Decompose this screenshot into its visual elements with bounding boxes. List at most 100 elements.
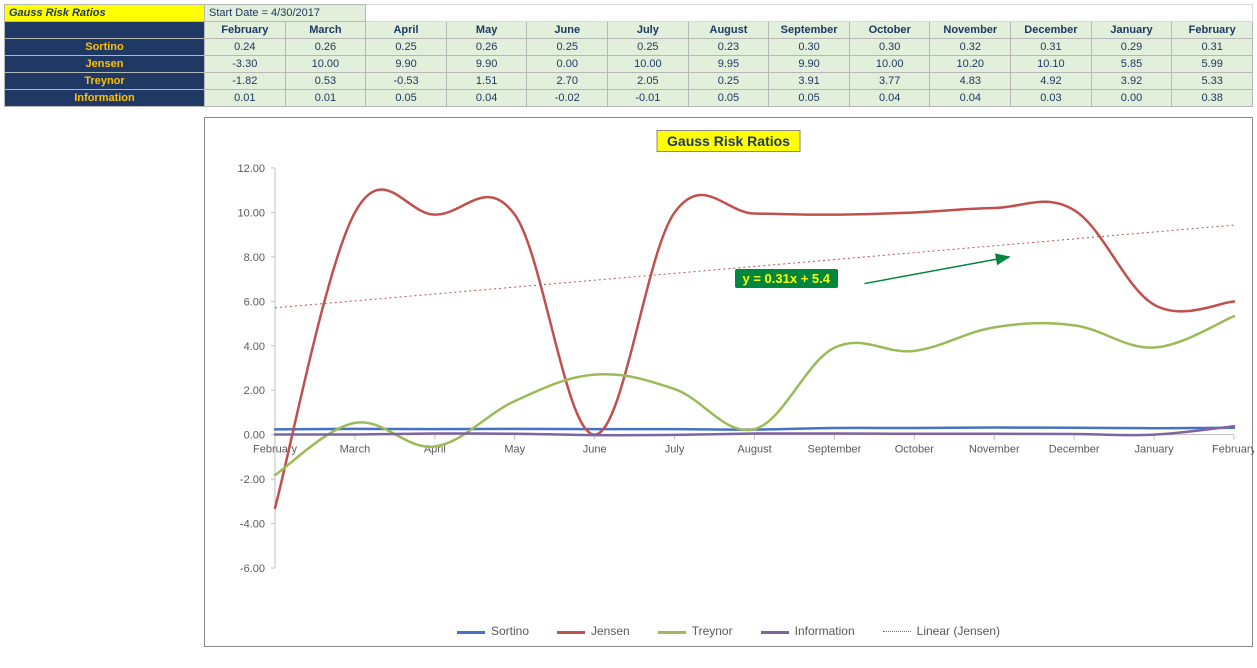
month-header: July xyxy=(608,22,689,39)
month-header: May xyxy=(446,22,527,39)
legend-label: Jensen xyxy=(591,624,630,638)
title-row: Gauss Risk Ratios Start Date = 4/30/2017 xyxy=(5,5,1253,22)
month-header: November xyxy=(930,22,1011,39)
svg-text:August: August xyxy=(737,444,771,456)
value-cell: 0.31 xyxy=(1011,39,1092,56)
svg-text:July: July xyxy=(665,444,685,456)
value-cell: 0.04 xyxy=(930,90,1011,107)
legend-item: Jensen xyxy=(557,624,630,638)
value-cell: 0.25 xyxy=(527,39,608,56)
blank-stub xyxy=(5,22,205,39)
svg-text:-2.00: -2.00 xyxy=(240,474,265,486)
value-cell: 5.33 xyxy=(1172,73,1253,90)
svg-text:8.00: 8.00 xyxy=(244,252,265,264)
svg-text:October: October xyxy=(895,444,934,456)
value-cell: 9.90 xyxy=(366,56,447,73)
value-cell: 0.26 xyxy=(446,39,527,56)
value-cell: 9.90 xyxy=(769,56,850,73)
value-cell: 10.00 xyxy=(849,56,930,73)
value-cell: -0.02 xyxy=(527,90,608,107)
data-row: Jensen-3.3010.009.909.900.0010.009.959.9… xyxy=(5,56,1253,73)
value-cell: 4.83 xyxy=(930,73,1011,90)
value-cell: -3.30 xyxy=(205,56,286,73)
svg-text:March: March xyxy=(340,444,371,456)
row-label: Treynor xyxy=(5,73,205,90)
value-cell: 0.04 xyxy=(849,90,930,107)
value-cell: 0.04 xyxy=(446,90,527,107)
chart-title: Gauss Risk Ratios xyxy=(656,130,801,152)
legend: Sortino Jensen Treynor Information Linear (J… xyxy=(205,624,1252,638)
value-cell: 0.00 xyxy=(1091,90,1172,107)
value-cell: 3.92 xyxy=(1091,73,1172,90)
value-cell: 2.05 xyxy=(608,73,689,90)
month-header-row: FebruaryMarchAprilMayJuneJulyAugustSepte… xyxy=(5,22,1253,39)
value-cell: 10.00 xyxy=(608,56,689,73)
month-header: April xyxy=(366,22,447,39)
value-cell: -1.82 xyxy=(205,73,286,90)
value-cell: 0.29 xyxy=(1091,39,1172,56)
trend-equation: y = 0.31x + 5.4 xyxy=(735,269,838,288)
legend-item: Linear (Jensen) xyxy=(883,624,1000,638)
svg-text:June: June xyxy=(583,444,607,456)
value-cell: 0.26 xyxy=(285,39,366,56)
legend-label: Information xyxy=(795,624,855,638)
value-cell: 0.25 xyxy=(366,39,447,56)
month-header: March xyxy=(285,22,366,39)
data-table: Gauss Risk Ratios Start Date = 4/30/2017… xyxy=(4,4,1253,107)
value-cell: 0.05 xyxy=(769,90,850,107)
month-header: January xyxy=(1091,22,1172,39)
row-label: Sortino xyxy=(5,39,205,56)
row-label: Jensen xyxy=(5,56,205,73)
value-cell: 3.77 xyxy=(849,73,930,90)
svg-text:May: May xyxy=(504,444,525,456)
month-header: December xyxy=(1011,22,1092,39)
value-cell: 0.23 xyxy=(688,39,769,56)
legend-item: Sortino xyxy=(457,624,529,638)
svg-text:2.00: 2.00 xyxy=(244,385,265,397)
value-cell: 9.90 xyxy=(446,56,527,73)
svg-text:-4.00: -4.00 xyxy=(240,519,265,531)
chart-svg: -6.00-4.00-2.000.002.004.006.008.0010.00… xyxy=(205,158,1254,618)
value-cell: 4.92 xyxy=(1011,73,1092,90)
value-cell: 0.24 xyxy=(205,39,286,56)
value-cell: 0.01 xyxy=(285,90,366,107)
value-cell: 0.30 xyxy=(769,39,850,56)
value-cell: 2.70 xyxy=(527,73,608,90)
month-header: August xyxy=(688,22,769,39)
value-cell: -0.53 xyxy=(366,73,447,90)
value-cell: 0.05 xyxy=(688,90,769,107)
value-cell: 10.00 xyxy=(285,56,366,73)
legend-label: Linear (Jensen) xyxy=(917,624,1000,638)
value-cell: 0.38 xyxy=(1172,90,1253,107)
data-row: Treynor-1.820.53-0.531.512.702.050.253.9… xyxy=(5,73,1253,90)
table-title: Gauss Risk Ratios xyxy=(5,5,205,22)
svg-text:-6.00: -6.00 xyxy=(240,563,265,575)
value-cell: 0.00 xyxy=(527,56,608,73)
svg-text:February: February xyxy=(1212,444,1254,456)
svg-text:10.00: 10.00 xyxy=(237,207,265,219)
svg-text:0.00: 0.00 xyxy=(244,430,265,442)
month-header: October xyxy=(849,22,930,39)
month-header: September xyxy=(769,22,850,39)
value-cell: -0.01 xyxy=(608,90,689,107)
svg-text:December: December xyxy=(1049,444,1100,456)
row-label: Information xyxy=(5,90,205,107)
svg-text:November: November xyxy=(969,444,1020,456)
data-row: Information0.010.010.050.04-0.02-0.010.0… xyxy=(5,90,1253,107)
worksheet: Gauss Risk Ratios Start Date = 4/30/2017… xyxy=(4,4,1253,647)
value-cell: 5.85 xyxy=(1091,56,1172,73)
value-cell: 0.01 xyxy=(205,90,286,107)
value-cell: 5.99 xyxy=(1172,56,1253,73)
value-cell: 10.20 xyxy=(930,56,1011,73)
chart-container: Gauss Risk Ratios -6.00 -4.00 -2.00 0.00 2.0… xyxy=(204,117,1253,647)
month-header: June xyxy=(527,22,608,39)
value-cell: 9.95 xyxy=(688,56,769,73)
legend-label: Treynor xyxy=(692,624,733,638)
legend-item: Treynor xyxy=(658,624,733,638)
value-cell: 0.05 xyxy=(366,90,447,107)
svg-text:12.00: 12.00 xyxy=(237,163,265,175)
value-cell: 0.25 xyxy=(688,73,769,90)
svg-text:6.00: 6.00 xyxy=(244,296,265,308)
value-cell: 0.32 xyxy=(930,39,1011,56)
value-cell: 0.25 xyxy=(608,39,689,56)
